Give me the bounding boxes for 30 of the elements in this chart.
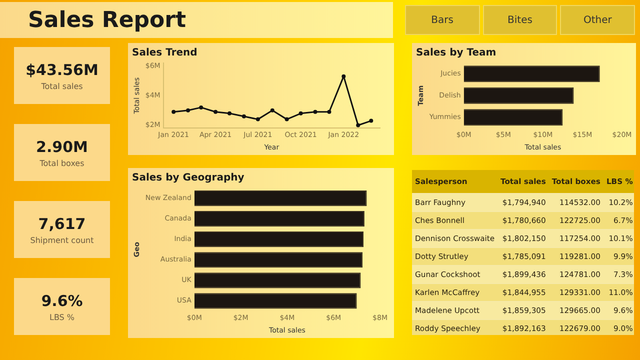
point (369, 118, 374, 123)
point (356, 123, 360, 128)
chart-title: Sales Trend (132, 48, 198, 59)
point (270, 108, 274, 112)
point (256, 117, 260, 122)
point (186, 108, 190, 112)
text: $43.56M (26, 60, 98, 78)
text: Bars (405, 5, 480, 35)
point (199, 105, 204, 110)
text: 2.90M (36, 138, 88, 156)
text: Other (560, 5, 636, 35)
point (242, 114, 246, 118)
text: LBS % (49, 312, 75, 322)
point (284, 117, 289, 122)
point (327, 110, 332, 114)
text: Sales Report (0, 2, 393, 38)
point (214, 110, 218, 114)
point (313, 110, 318, 114)
text: Bites (482, 5, 558, 35)
text: 9.6% (41, 292, 83, 310)
point (298, 111, 303, 116)
point (172, 110, 176, 114)
text: 7,617 (38, 214, 86, 232)
text: Shipment count (30, 236, 94, 244)
chart-title: Sales by Geography (132, 172, 245, 184)
text: Total boxes (40, 158, 84, 168)
chart-title: Sales by Team (416, 48, 496, 59)
point (228, 111, 232, 116)
text: Total sales (41, 82, 83, 90)
point (342, 74, 346, 78)
